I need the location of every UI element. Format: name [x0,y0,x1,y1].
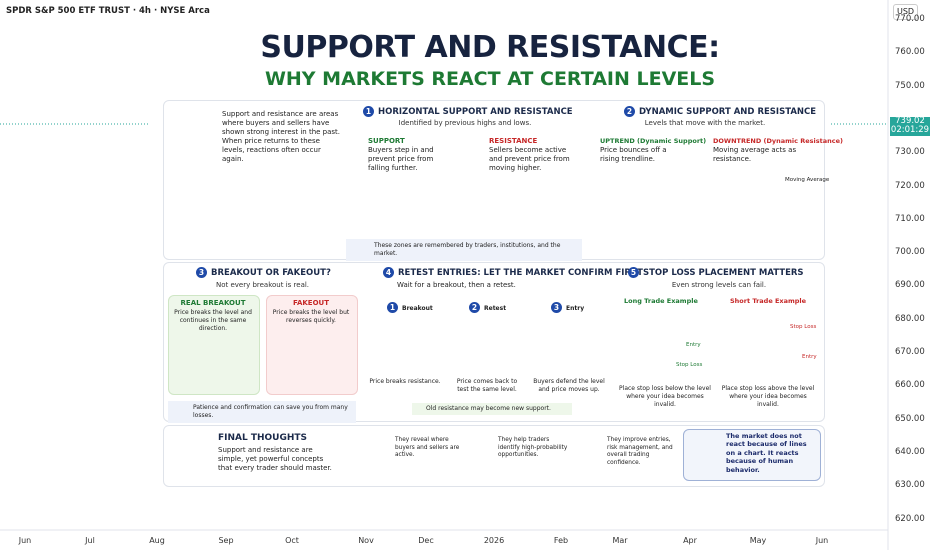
label: Stop Loss [676,362,703,368]
sub-text: Buyers step in and prevent price from fa… [368,146,434,173]
sub-head: Short Trade Example [730,297,807,305]
subtitle: WHY MARKETS REACT AT CERTAIN LEVELS [264,68,716,90]
final-text: Support and resistance are simple, yet p… [218,446,332,473]
time-label: Jul [85,536,95,545]
time-label: Jun [18,536,32,545]
symbol: SPDR S&P 500 ETF TRUST · 4h · NYSE Arca [6,6,210,16]
final-item: They help traders identify high-probabil… [498,437,568,459]
sub-text: Price breaks the level but reverses quic… [272,309,350,324]
price-label: 690.00 [895,280,925,291]
step-head: 2 Retest [469,302,506,313]
sub-head: RESISTANCE [489,137,538,145]
section-title: DYNAMIC SUPPORT AND RESISTANCE [639,107,817,117]
ma-label: Moving Average [785,177,830,183]
badge: 1 [363,106,374,117]
time-label: Feb [553,536,569,545]
currency[interactable]: USD [893,4,919,21]
price-label: 730.00 [895,147,925,158]
sub-head: FAKEOUT [292,299,329,307]
time-label: May [749,536,767,545]
label: Entry [802,354,817,360]
section-title: BREAKOUT OR FAKEOUT? [211,268,331,278]
countdown: 02:01:29 [890,125,930,136]
final-item: They improve entries, risk management, a… [607,437,673,466]
time-label: Mar [612,536,628,545]
time-label: Sep [218,536,234,545]
time-label: Nov [358,536,374,545]
step-head: 3 Entry [551,302,584,313]
price-label: 650.00 [895,413,925,424]
section-subtitle: Even strong levels can fail. [671,281,767,289]
section-title: STOP LOSS PLACEMENT MATTERS [643,268,804,278]
sub-text: Price breaks the level and continues in … [174,309,252,332]
badge: 3 [551,302,562,313]
section-title: RETEST ENTRIES: LET THE MARKET CONFIRM F… [398,268,643,278]
price-label: 640.00 [895,446,925,457]
price-label: 760.00 [895,47,925,58]
sub-head: DOWNTREND (Dynamic Resistance) [713,137,843,145]
badge: 4 [383,267,394,278]
section-subtitle: Wait for a breakout, then a retest. [397,281,516,289]
section-subtitle: Identified by previous highs and lows. [398,119,532,127]
step-text: Price comes back to test the same level. [456,378,518,393]
step-label: Retest [484,305,507,312]
section-title: HORIZONTAL SUPPORT AND RESISTANCE [378,107,573,117]
current-price: 739.02 [895,116,925,126]
section-subtitle: Levels that move with the market. [644,119,766,127]
price-label: 770.00 [895,14,925,24]
price-label: 660.00 [895,380,925,391]
step-label: Entry [566,305,585,312]
price-label: 620.00 [895,513,925,524]
time-label: Dec [418,536,434,545]
price-label: 630.00 [895,480,925,491]
price-label: 680.00 [895,313,925,324]
time-label: Jun [815,536,829,545]
step-head: 1 Breakout [387,302,433,313]
price-label: 700.00 [895,247,925,258]
time-label: Oct [285,536,299,545]
badge: 1 [387,302,398,313]
card [168,295,260,395]
final-title: FINAL THOUGHTS [218,433,308,443]
sub-text: Place stop loss below the level where yo… [619,385,711,408]
intro: Support and resistance are areas where b… [222,110,341,164]
sub-head: UPTREND (Dynamic Support) [600,137,707,145]
time-label: 2026 [483,536,505,545]
time-label: Apr [683,536,697,545]
price-label: 670.00 [895,347,925,357]
price-badge: 739.02 02:01:29 [890,116,930,136]
price-label: 750.00 [895,80,925,91]
section-subtitle: Not every breakout is real. [215,281,310,289]
sub-head: REAL BREAKOUT [180,299,246,307]
badge: 2 [624,106,635,117]
sub-text: Place stop loss above the level where yo… [721,385,815,408]
final-item: They reveal where buyers and sellers are… [395,437,460,459]
sub-text: Moving average acts as resistance. [713,146,797,164]
note: These zones are remembered by traders, i… [346,239,582,261]
step-text: Price breaks resistance. [369,378,441,385]
note: Old resistance may become new support. [412,403,572,415]
sub-head: Long Trade Example [624,297,698,305]
badge: 3 [196,267,207,278]
time-label: Aug [149,536,165,545]
label: Entry [686,342,701,348]
panel-1 [163,100,825,260]
sub-text: Price bounces off a rising trendline. [600,146,667,164]
step-text: Buyers defend the level and price moves … [533,378,605,393]
card [266,295,358,395]
title: SUPPORT AND RESISTANCE: [260,30,720,65]
sub-head: SUPPORT [368,137,405,145]
step-label: Breakout [402,305,433,312]
sub-text: Sellers become active and prevent price … [489,146,570,173]
price-label: 710.00 [895,213,925,224]
label: Stop Loss [790,324,817,330]
price-label: 720.00 [895,180,925,191]
badge: 5 [628,267,639,278]
quote: The market does not react because of lin… [726,432,807,474]
badge: 2 [469,302,480,313]
note: Patience and confirmation can save you f… [168,401,356,423]
